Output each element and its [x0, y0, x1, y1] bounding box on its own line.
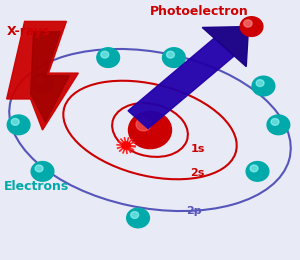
Circle shape: [35, 77, 43, 84]
Polygon shape: [128, 38, 234, 128]
Circle shape: [256, 80, 264, 87]
Circle shape: [7, 115, 30, 135]
Text: Photoelectron: Photoelectron: [150, 4, 249, 17]
Text: 1s: 1s: [190, 144, 205, 154]
Circle shape: [31, 74, 54, 93]
Text: Electrons: Electrons: [4, 180, 69, 193]
Circle shape: [250, 165, 258, 172]
Circle shape: [240, 17, 263, 36]
Polygon shape: [31, 32, 69, 122]
Circle shape: [97, 48, 119, 67]
Text: X-rays: X-rays: [7, 25, 50, 38]
Text: 2p: 2p: [186, 206, 202, 217]
Circle shape: [244, 20, 252, 27]
Polygon shape: [7, 21, 78, 130]
Circle shape: [35, 165, 43, 172]
Circle shape: [246, 161, 269, 181]
Circle shape: [11, 119, 19, 125]
Circle shape: [101, 51, 109, 58]
Circle shape: [128, 111, 172, 149]
Circle shape: [167, 51, 175, 58]
Polygon shape: [202, 27, 248, 67]
Circle shape: [31, 161, 54, 181]
Circle shape: [136, 118, 151, 131]
Circle shape: [127, 208, 149, 228]
Circle shape: [252, 76, 275, 96]
Circle shape: [131, 212, 139, 218]
Circle shape: [122, 142, 130, 149]
Circle shape: [267, 115, 290, 135]
Circle shape: [163, 48, 185, 67]
Circle shape: [271, 119, 279, 125]
Text: 2s: 2s: [190, 168, 205, 178]
